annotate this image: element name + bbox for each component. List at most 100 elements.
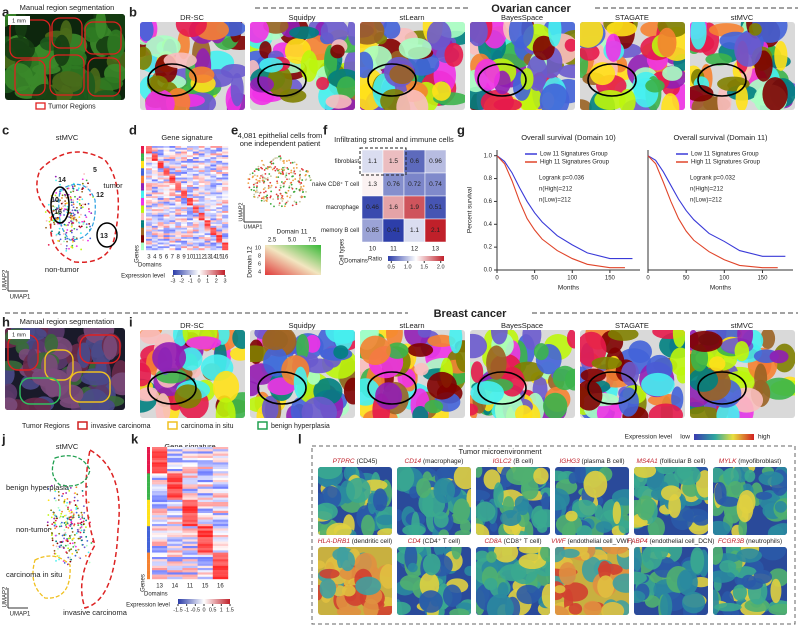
cell-point <box>87 202 90 205</box>
heat-cell <box>157 159 164 162</box>
heat-cell <box>181 203 188 206</box>
axis-arrow <box>7 588 28 609</box>
heat-cell <box>181 190 188 193</box>
cell-point <box>70 519 72 521</box>
benign-boundary <box>51 455 91 487</box>
row-group-color <box>147 455 150 459</box>
heat-cell <box>151 153 158 156</box>
cell-point <box>77 189 80 191</box>
cell-point <box>68 216 71 219</box>
cell-point <box>53 497 56 500</box>
heat-cell <box>204 235 211 238</box>
heat-cell <box>204 229 211 232</box>
cell-point <box>274 169 277 172</box>
cell-point <box>75 218 78 221</box>
cell-point <box>81 524 84 527</box>
cell-point <box>76 507 79 510</box>
heat-cell <box>216 225 223 228</box>
heat-cell <box>212 453 229 456</box>
heat-cell <box>212 486 229 489</box>
heat-cell <box>216 196 223 199</box>
cell-point <box>67 506 69 509</box>
legend-label: invasive carcinoma <box>91 423 151 430</box>
heat-cell <box>152 471 168 474</box>
cell-point <box>79 232 82 235</box>
cell-point <box>60 207 63 210</box>
cell-point <box>72 187 75 190</box>
heat-cell <box>151 235 158 238</box>
heat-cell <box>212 515 229 518</box>
row-group-color <box>141 214 144 217</box>
cell-point <box>298 188 301 191</box>
tissue-image <box>318 467 392 535</box>
heat-cell <box>210 248 217 251</box>
heat-cell <box>192 177 199 180</box>
heat-cell <box>167 504 183 507</box>
heat-cell <box>197 449 213 452</box>
heat-cell <box>210 203 217 206</box>
cell-point <box>263 180 266 183</box>
tissue-region <box>230 72 244 107</box>
cell-point <box>58 233 61 236</box>
heat-cell <box>204 196 211 199</box>
tissue-region <box>402 524 426 535</box>
heat-cell <box>198 175 205 178</box>
heat-cell <box>198 194 205 197</box>
tissue-region <box>296 333 310 361</box>
cell-point <box>247 178 250 180</box>
cell-point <box>67 537 70 540</box>
heat-cell <box>182 513 198 516</box>
cell-point <box>87 182 89 185</box>
cell-point <box>70 231 73 234</box>
cell-point <box>81 188 84 191</box>
heat-cell <box>210 192 217 195</box>
heat-cell <box>212 517 229 520</box>
heat-cell <box>222 172 229 175</box>
heat-cell <box>182 475 198 478</box>
heat-cell <box>167 528 183 531</box>
cell-point <box>266 177 269 179</box>
row-group-color <box>141 157 144 160</box>
row-group-color <box>147 550 150 553</box>
heat-cell <box>181 168 188 171</box>
cell-point <box>66 520 69 523</box>
heat-cell <box>152 541 168 544</box>
panel-letter: f <box>323 122 328 137</box>
heat-cell <box>222 147 229 150</box>
row-group-color <box>147 535 150 538</box>
heat-cell <box>204 246 211 249</box>
heat-cell <box>175 196 182 199</box>
cell-point <box>73 216 76 219</box>
row-group-color <box>147 482 150 485</box>
row-group-color <box>147 458 150 461</box>
cell-point <box>61 546 64 549</box>
axis-arrow <box>243 205 262 223</box>
x-tick-label: 11 <box>193 255 200 261</box>
heat-cell <box>151 162 158 165</box>
heat-cell <box>222 160 229 163</box>
heat-cell <box>182 473 198 476</box>
legend-swatch <box>257 421 268 430</box>
heat-cell <box>222 164 229 167</box>
cell-point <box>86 185 88 188</box>
heat-cell <box>198 173 205 176</box>
scale-tick: 6 <box>258 261 261 267</box>
heat-cell <box>163 166 170 169</box>
tissue-region <box>653 547 669 560</box>
heat-cell <box>222 227 229 230</box>
heat-cell <box>182 460 198 463</box>
x-tick-label: 15 <box>216 255 223 261</box>
tissue-image <box>634 547 708 615</box>
heat-cell <box>146 146 153 149</box>
cell-point <box>258 192 261 195</box>
highlight-box <box>359 147 407 176</box>
cell-point <box>65 231 68 234</box>
cell-point <box>50 484 53 487</box>
cell-point <box>81 490 84 492</box>
heat-cell <box>157 175 164 178</box>
cell-point <box>253 186 255 189</box>
axis-label: UMAP2 <box>3 269 9 290</box>
heat-cell <box>210 177 217 180</box>
heat-cell <box>175 168 182 171</box>
